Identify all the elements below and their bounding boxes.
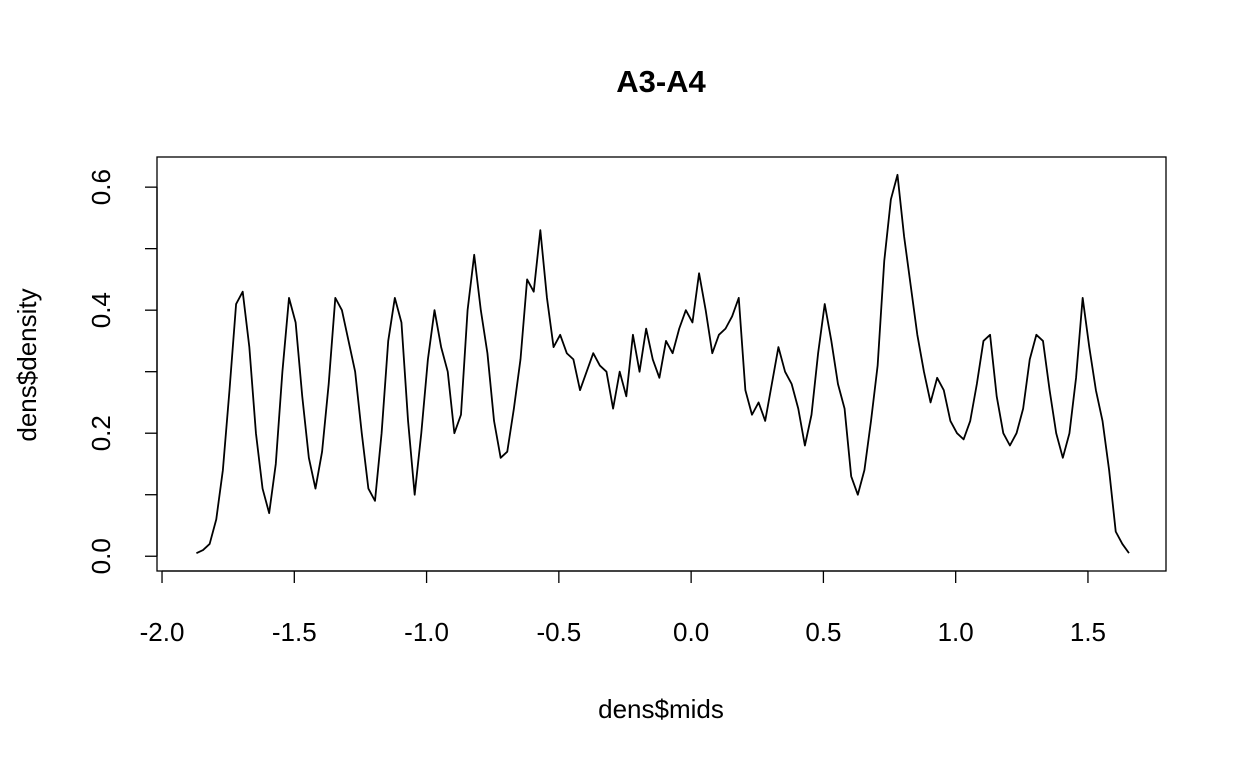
y-tick-label: 0.4 (86, 292, 116, 328)
y-tick-label: 0.0 (86, 538, 116, 574)
x-tick-label: -1.5 (272, 617, 317, 647)
x-tick-label: -1.0 (404, 617, 449, 647)
chart-title: A3-A4 (616, 64, 706, 99)
y-tick-label: 0.2 (86, 415, 116, 451)
y-axis-label: dens$density (12, 288, 42, 441)
y-tick-label: 0.6 (86, 169, 116, 205)
x-tick-label: -0.5 (536, 617, 581, 647)
x-tick-label: 1.5 (1070, 617, 1106, 647)
x-tick-label: 0.5 (805, 617, 841, 647)
x-tick-label: 1.0 (938, 617, 974, 647)
x-axis-label: dens$mids (598, 694, 724, 724)
x-tick-label: -2.0 (140, 617, 185, 647)
x-tick-label: 0.0 (673, 617, 709, 647)
data-line (196, 173, 1130, 554)
